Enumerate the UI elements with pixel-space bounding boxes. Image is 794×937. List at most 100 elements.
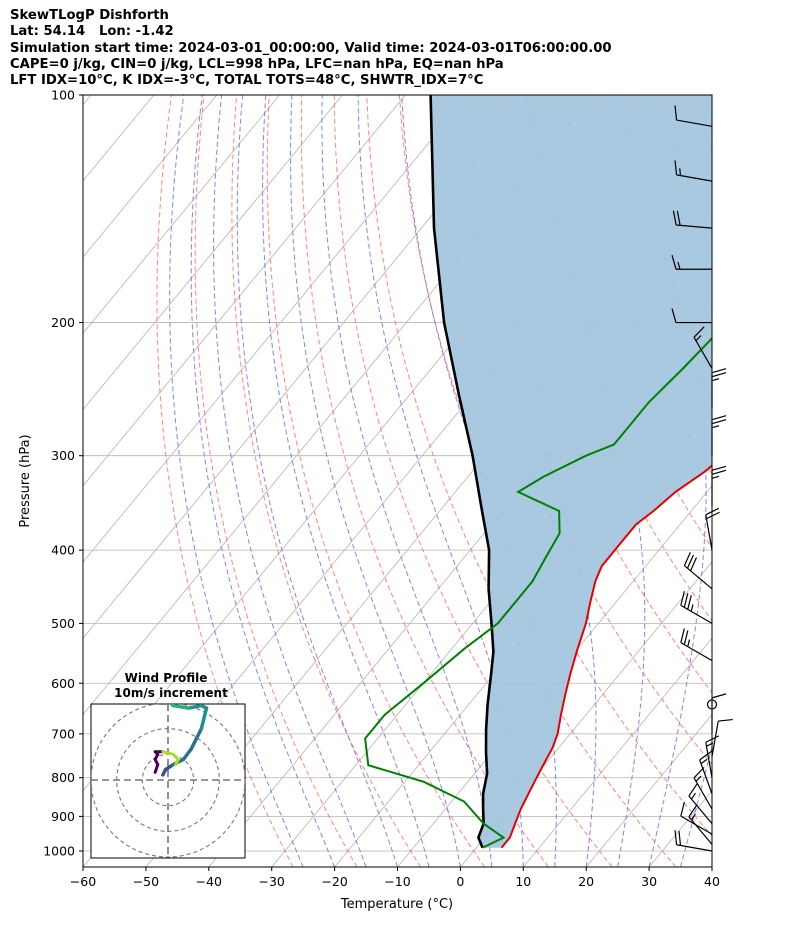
hodograph-inset: Wind Profile 10m/s increment [90, 671, 246, 859]
isotherm-line [83, 95, 343, 411]
dry-adiabat [758, 95, 794, 867]
dry-adiabat [725, 95, 794, 867]
isotherm-line [83, 95, 218, 258]
title-stability-indices: LFT IDX=10°C, K IDX=-3°C, TOTAL TOTS=48°… [10, 73, 484, 89]
axis-ticks: −60 −50 −40 −30 −20 −10 0 10 20 30 40 100 200 300 400 5… [43, 88, 720, 890]
wind-barb [688, 783, 713, 824]
isotherm-line [522, 637, 712, 867]
isotherm-line [83, 95, 92, 106]
hodograph-ring [91, 704, 245, 858]
hodograph-segment [181, 747, 193, 762]
hodograph-segment [186, 704, 204, 710]
x-tick-label: −40 [196, 874, 222, 889]
title-block: SkewTLogP Dishforth Lat: 54.14 Lon: -1.4… [10, 8, 612, 89]
x-tick-label: −30 [259, 874, 285, 889]
title-station: SkewTLogP Dishforth [10, 8, 169, 23]
wind-barb [683, 552, 713, 590]
dry-adiabat [266, 95, 485, 867]
isotherm-line [585, 713, 712, 867]
hodograph-segment [189, 737, 198, 751]
moist-adiabat [236, 95, 398, 867]
parcel-path-line [429, 95, 495, 849]
profile-series [364, 95, 712, 849]
x-tick-label: 20 [578, 874, 594, 889]
dry-adiabat [790, 95, 794, 867]
dry-adiabat [194, 95, 358, 867]
isotherm-line [83, 95, 469, 563]
y-tick-label: 900 [51, 809, 75, 824]
isotherm-line [83, 95, 532, 639]
y-tick-label: 400 [51, 543, 75, 558]
wind-barb [699, 750, 713, 794]
y-tick-label: 300 [51, 448, 75, 463]
x-tick-label: −50 [133, 874, 159, 889]
title-times: Simulation start time: 2024-03-01_00:00:… [10, 40, 612, 56]
wind-barb [674, 160, 713, 182]
wind-barb [693, 766, 713, 810]
wind-barb [711, 718, 733, 757]
hodograph-segment [194, 726, 204, 741]
wind-barb [711, 415, 727, 456]
temperature-line [500, 464, 712, 849]
y-tick-label: 1000 [43, 843, 75, 858]
hodograph-plot [91, 704, 245, 858]
hodograph-segment [169, 704, 175, 708]
wind-barb [680, 801, 713, 835]
hodograph-segment [202, 706, 209, 721]
isotherm-line [83, 95, 406, 487]
isotherm-line [460, 561, 712, 867]
moist-adiabat [289, 95, 461, 867]
x-tick-label: −10 [384, 874, 410, 889]
hodograph-title: Wind Profile [125, 671, 208, 685]
y-tick-label: 600 [51, 676, 75, 691]
y-tick-label: 500 [51, 616, 75, 631]
isotherm-line [83, 95, 280, 334]
dry-adiabat [398, 95, 712, 837]
moist-adiabat [321, 95, 493, 867]
dry-adiabat [156, 95, 294, 867]
y-tick-label: 800 [51, 770, 75, 785]
moist-adiabat [190, 95, 336, 867]
x-tick-label: −20 [321, 874, 347, 889]
y-tick-label: 100 [51, 88, 75, 103]
hodograph-segment [174, 757, 180, 767]
wind-barb [671, 308, 712, 324]
hodograph-segment [171, 704, 191, 710]
wind-barb [693, 326, 713, 369]
title-cape-indices: CAPE=0 j/kg, CIN=0 j/kg, LCL=998 hPa, LF… [10, 56, 504, 72]
moist-adiabat [262, 95, 430, 867]
wind-barb [680, 591, 713, 624]
hodograph-segment [161, 750, 175, 756]
wind-barb [688, 804, 713, 845]
y-tick-label: 200 [51, 315, 75, 330]
hodograph-subtitle: 10m/s increment [114, 686, 228, 700]
wind-barb [705, 507, 720, 551]
wind-barb [671, 255, 712, 270]
x-axis-title: Temperature (°C) [340, 897, 453, 912]
wind-barb [672, 210, 713, 229]
x-tick-label: −60 [70, 874, 96, 889]
dry-adiabat [231, 95, 422, 867]
wind-barb [680, 628, 713, 662]
moist-adiabat [213, 95, 367, 867]
hodograph-segment [199, 716, 206, 731]
isotherm-line [711, 866, 712, 867]
wind-barb [674, 105, 713, 127]
y-tick-label: 700 [51, 726, 75, 741]
x-tick-label: 10 [515, 874, 531, 889]
y-axis-title: Pressure (hPa) [18, 434, 33, 527]
dry-adiabat [333, 95, 613, 867]
x-tick-label: 30 [641, 874, 657, 889]
x-tick-label: 0 [456, 874, 464, 889]
title-location: Lat: 54.14 Lon: -1.42 [10, 24, 174, 40]
moist-adiabat [169, 95, 304, 867]
x-tick-label: 40 [704, 874, 720, 889]
wind-barb [711, 465, 727, 507]
moist-adiabat [711, 865, 712, 867]
wind-barb [674, 830, 713, 852]
moist-adiabat [401, 95, 557, 867]
wind-barb [711, 368, 727, 409]
dewpoint-line [364, 336, 712, 849]
parcel-temperature-shading [430, 95, 712, 848]
